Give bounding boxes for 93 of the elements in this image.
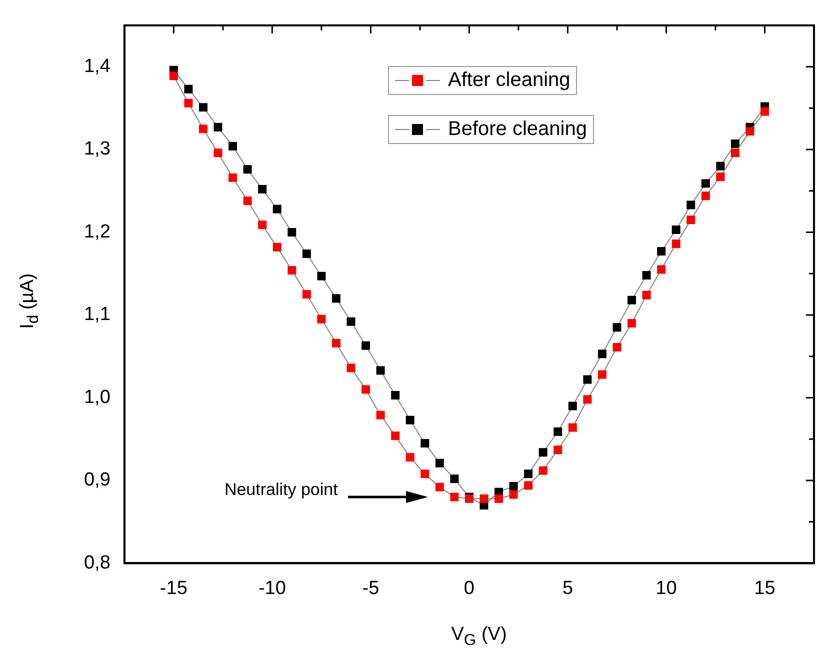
x-tick-label: 15 (754, 578, 776, 599)
point (657, 265, 666, 274)
point (524, 470, 533, 478)
point (701, 192, 710, 200)
point (214, 148, 222, 158)
legend-label: Before cleaning (448, 118, 587, 141)
x-tick-label: 0 (464, 578, 474, 599)
point (612, 323, 622, 332)
point (554, 446, 562, 454)
point (376, 410, 385, 420)
point (598, 350, 606, 358)
y-tick-label: 1,1 (84, 304, 110, 326)
point (243, 165, 252, 174)
point (346, 317, 356, 326)
x-tick-label: 5 (562, 578, 574, 599)
point (169, 72, 178, 80)
point (672, 226, 680, 234)
point (406, 453, 414, 462)
point (642, 271, 651, 280)
point (332, 338, 340, 348)
point (332, 294, 340, 303)
point (243, 196, 252, 206)
point (509, 482, 518, 490)
point (272, 204, 282, 214)
point (672, 240, 680, 248)
annotation: Neutrality point (224, 480, 338, 500)
point (228, 173, 238, 182)
legend-label: After cleaning (448, 69, 570, 92)
point (450, 474, 459, 484)
point (686, 200, 696, 210)
point (746, 127, 754, 136)
y-tick-label: 1,0 (84, 386, 110, 408)
point (317, 272, 326, 280)
point (198, 124, 208, 134)
point (302, 250, 311, 258)
point (258, 184, 267, 194)
point (716, 162, 725, 170)
point (317, 314, 326, 324)
point (435, 458, 444, 468)
point (362, 385, 370, 394)
x-tick-label: -10 (258, 578, 286, 599)
point (716, 172, 725, 182)
point (346, 364, 356, 372)
point (228, 142, 238, 150)
y-tick-label: 0,9 (84, 470, 110, 491)
point (450, 492, 459, 502)
point (198, 103, 208, 112)
y-tick-label: 1,3 (84, 138, 110, 160)
point (701, 179, 710, 188)
point (538, 448, 548, 457)
point (642, 290, 651, 300)
point (628, 319, 636, 328)
point (509, 490, 518, 499)
point (406, 416, 414, 424)
point (760, 107, 769, 116)
point (302, 290, 311, 299)
point (184, 84, 193, 94)
y-tick-label: 1,2 (84, 221, 110, 242)
x-tick-label: 10 (656, 578, 677, 599)
point (288, 266, 296, 275)
point (480, 494, 488, 503)
x-axis-title: V$_{G}$ (V) (450, 624, 508, 650)
point (184, 98, 193, 108)
point (657, 247, 666, 256)
point (628, 296, 636, 304)
point (568, 402, 577, 410)
point (420, 470, 430, 478)
point (288, 228, 296, 236)
point (435, 482, 444, 492)
point (730, 148, 740, 158)
point (583, 395, 592, 404)
point (376, 366, 385, 375)
point (524, 481, 533, 490)
point (598, 370, 606, 379)
point (258, 220, 267, 230)
point (272, 242, 282, 252)
y-tick-label: 1,4 (84, 56, 111, 78)
point (730, 139, 740, 148)
point (612, 343, 622, 352)
x-tick-label: -5 (362, 578, 380, 599)
point (391, 432, 400, 440)
point (568, 423, 577, 432)
point (420, 438, 430, 448)
point (362, 341, 370, 350)
point (391, 391, 400, 400)
x-tick-label: -15 (160, 578, 188, 599)
point (583, 375, 592, 384)
y-tick-label: 0,8 (84, 552, 110, 574)
point (686, 216, 696, 224)
point (554, 427, 562, 436)
point (538, 466, 548, 475)
point (214, 122, 222, 132)
point (494, 494, 504, 503)
